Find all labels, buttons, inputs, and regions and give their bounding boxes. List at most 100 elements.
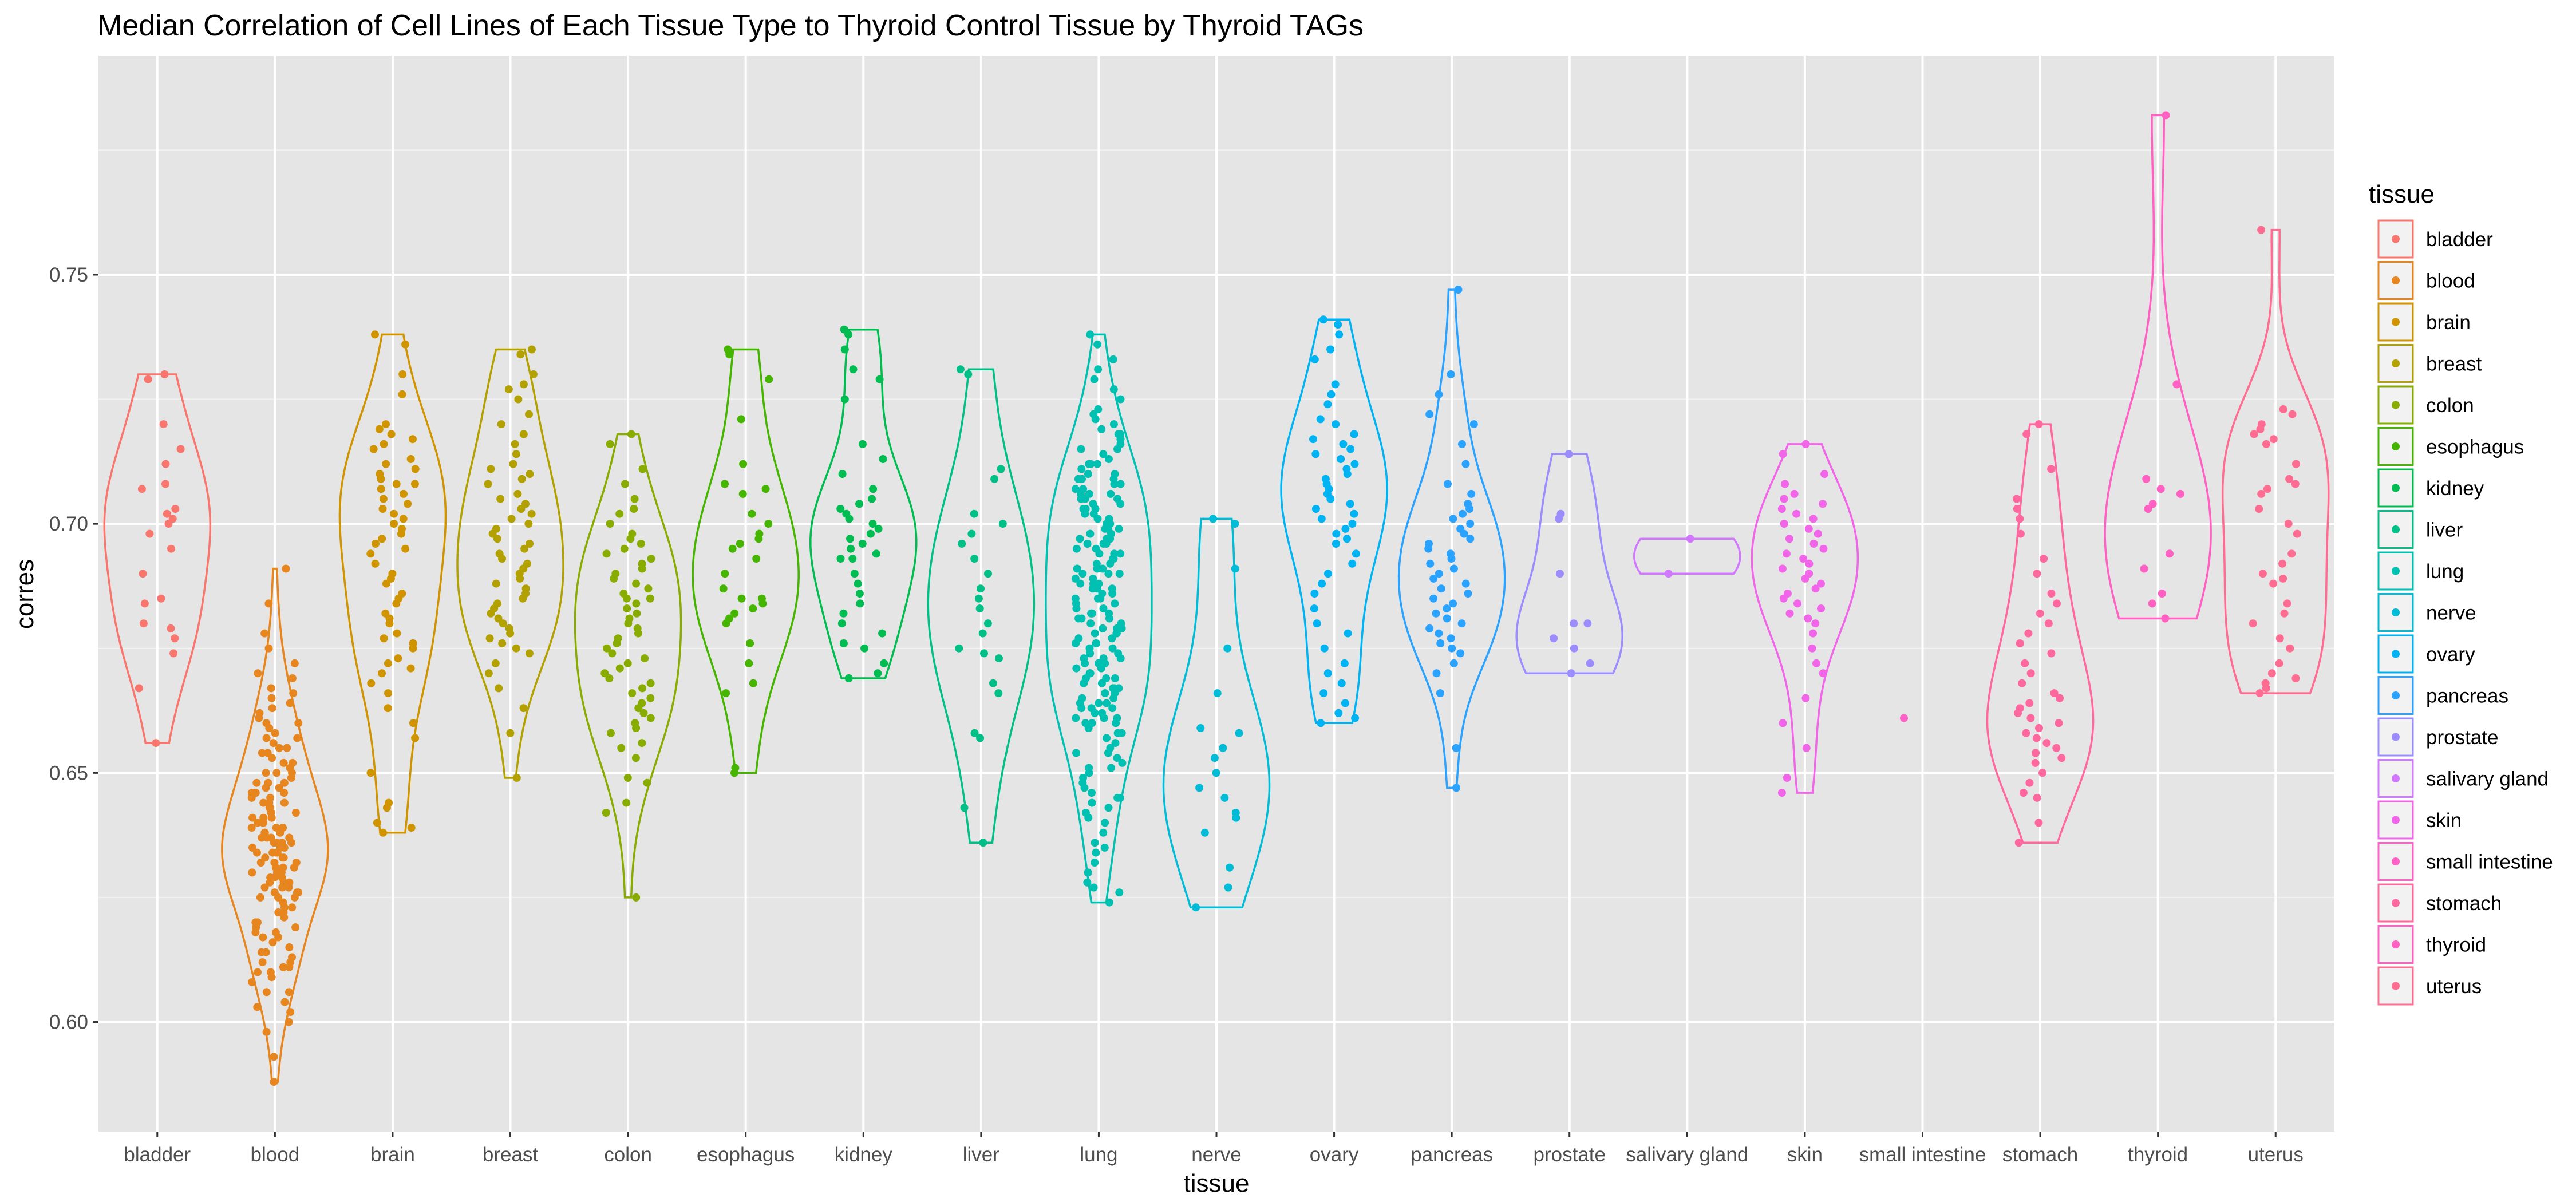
data-point	[722, 619, 730, 628]
legend-label: kidney	[2426, 477, 2484, 500]
data-point	[1107, 489, 1115, 498]
data-point	[1449, 599, 1457, 608]
data-point	[1107, 764, 1116, 772]
data-point	[639, 709, 648, 717]
data-point	[369, 445, 378, 453]
data-point	[371, 330, 379, 339]
data-point	[745, 659, 753, 667]
data-point	[1465, 505, 1474, 513]
data-point	[280, 778, 289, 787]
data-point	[1100, 714, 1108, 722]
x-tick-label: pancreas	[1411, 1144, 1493, 1166]
data-point	[1116, 793, 1124, 802]
data-point	[264, 599, 273, 608]
data-point	[1083, 540, 1092, 548]
data-point	[1346, 445, 1355, 453]
data-point	[840, 345, 849, 354]
data-point	[997, 465, 1005, 473]
data-point	[1109, 355, 1117, 363]
data-point	[1091, 859, 1099, 867]
data-point	[1334, 709, 1343, 717]
data-point	[258, 749, 266, 757]
data-point	[1464, 590, 1472, 598]
data-point	[1460, 529, 1468, 538]
legend-key-point	[2392, 608, 2400, 616]
data-point	[845, 515, 854, 523]
data-point	[641, 654, 649, 663]
data-point	[1111, 674, 1119, 682]
data-point	[983, 619, 992, 628]
data-point	[282, 564, 290, 573]
data-point	[1334, 321, 1342, 329]
data-point	[1341, 699, 1349, 707]
data-point	[167, 624, 175, 632]
data-point	[487, 609, 495, 618]
data-point	[487, 465, 495, 473]
data-point	[1811, 619, 1820, 628]
data-point	[1310, 355, 1319, 363]
data-point	[630, 505, 638, 513]
data-point	[1212, 769, 1220, 777]
data-point	[1088, 798, 1096, 807]
data-point	[1092, 848, 1100, 857]
data-point	[2033, 570, 2041, 578]
x-tick-label: uterus	[2248, 1144, 2304, 1166]
data-point	[1117, 729, 1126, 737]
data-point	[268, 704, 276, 713]
data-point	[1080, 784, 1089, 792]
data-point	[275, 744, 283, 752]
data-point	[267, 684, 275, 693]
data-point	[1105, 614, 1113, 623]
legend-label: small intestine	[2426, 851, 2553, 873]
data-point	[1196, 724, 1205, 732]
data-point	[144, 375, 152, 383]
violin-thyroid	[2104, 114, 2212, 620]
data-point	[739, 460, 748, 468]
data-point	[1077, 614, 1086, 623]
data-point	[1091, 629, 1099, 638]
data-point	[1319, 689, 1328, 698]
violin-prostate	[1515, 453, 1623, 675]
data-point	[849, 365, 858, 374]
data-point	[384, 689, 392, 698]
y-tick-label: 0.65	[49, 762, 88, 784]
data-point	[1804, 614, 1812, 623]
data-point	[254, 669, 262, 678]
data-point	[1077, 495, 1085, 503]
data-point	[1819, 500, 1827, 508]
data-point	[1077, 704, 1086, 713]
data-point	[1115, 570, 1124, 578]
data-point	[400, 489, 408, 498]
data-point	[247, 789, 256, 797]
data-point	[1310, 604, 1318, 613]
data-point	[1570, 644, 1578, 653]
data-point	[1095, 549, 1104, 558]
data-point	[260, 629, 269, 638]
data-point	[754, 535, 763, 543]
grid-lines	[98, 56, 2334, 1132]
data-point	[970, 729, 979, 737]
data-point	[366, 769, 375, 777]
data-point	[1097, 664, 1105, 673]
data-point	[271, 729, 279, 737]
data-point	[519, 704, 528, 713]
data-point	[283, 744, 291, 752]
data-point	[1076, 579, 1085, 588]
data-point	[269, 739, 278, 748]
violin-bladder	[103, 373, 212, 744]
data-point	[2013, 505, 2021, 513]
data-point	[872, 549, 880, 558]
data-point	[1086, 460, 1095, 468]
data-point	[1339, 440, 1348, 448]
data-point	[1086, 529, 1095, 538]
data-point	[247, 824, 256, 832]
data-point	[2172, 380, 2181, 389]
data-point	[1084, 470, 1092, 479]
data-point	[1443, 614, 1451, 623]
data-point	[2292, 460, 2300, 468]
data-point	[622, 594, 631, 603]
points-layer	[135, 111, 2301, 1086]
legend-title: tissue	[2369, 180, 2435, 208]
data-point	[1113, 754, 1121, 762]
data-point	[984, 570, 992, 578]
